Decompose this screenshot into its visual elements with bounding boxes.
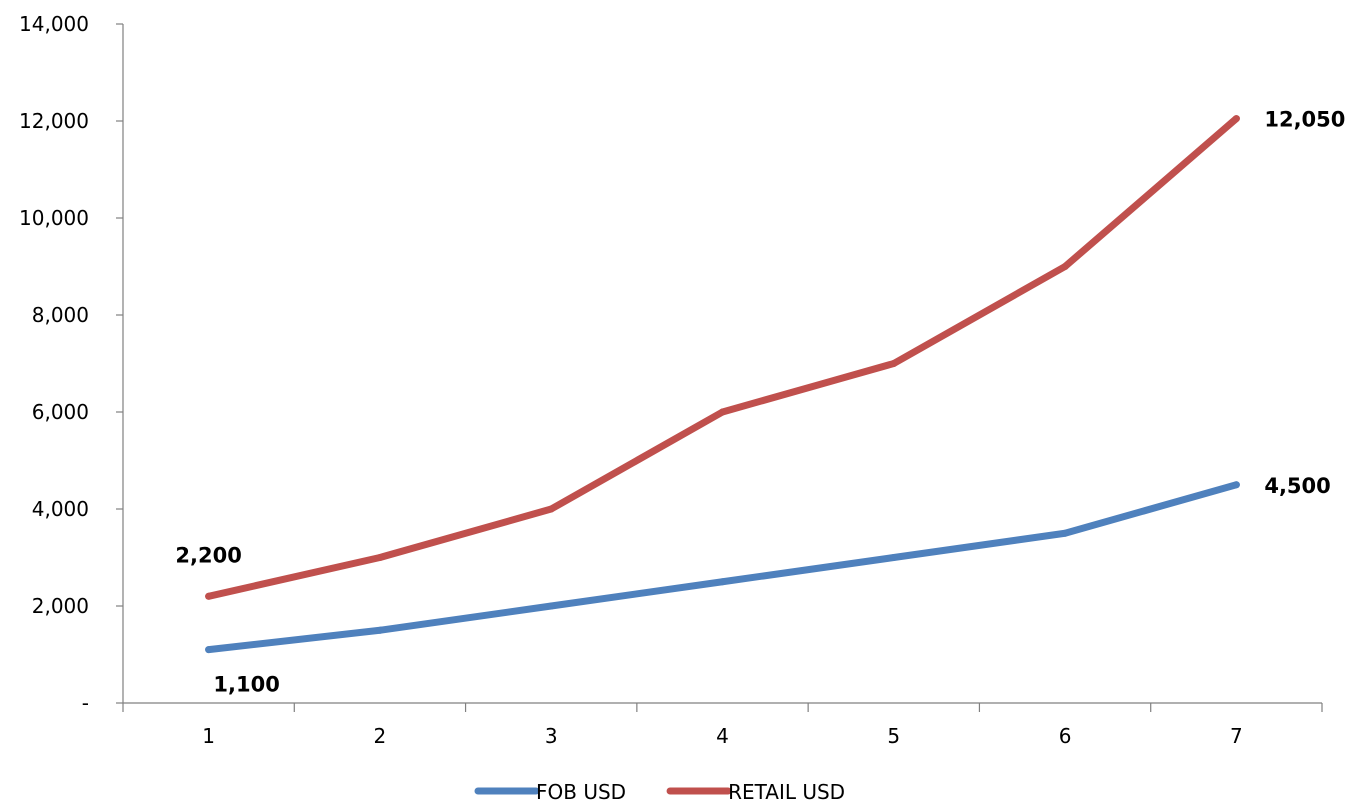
series-line-0 — [205, 481, 1240, 654]
data-point — [719, 408, 726, 416]
data-label: 2,200 — [175, 543, 241, 567]
data-point — [547, 602, 555, 610]
legend: FOB USD RETAIL USD — [474, 780, 845, 802]
data-point — [890, 360, 898, 367]
data-point — [1232, 115, 1240, 123]
y-axis: - 2,000 4,000 6,000 8,000 10,000 12,000 14,000 — [19, 12, 124, 715]
data-point — [890, 554, 898, 561]
data-point — [376, 626, 384, 634]
x-tick-label: 4 — [716, 724, 729, 748]
series-layer — [205, 115, 1240, 654]
series-line-1 — [205, 115, 1240, 600]
data-label: 4,500 — [1264, 474, 1330, 498]
x-tick-label: 1 — [202, 724, 215, 748]
data-label: 12,050 — [1264, 108, 1345, 132]
x-tick-label: 6 — [1059, 724, 1072, 748]
y-tick-label: 2,000 — [32, 594, 89, 618]
y-tick-label: 6,000 — [32, 400, 89, 424]
y-tick-label: 12,000 — [19, 109, 89, 133]
y-tick-label: 10,000 — [19, 206, 89, 230]
data-point — [1061, 529, 1069, 537]
x-axis: 1 2 3 4 5 6 7 — [122, 702, 1323, 748]
data-point — [205, 646, 213, 654]
legend-label: RETAIL USD — [728, 780, 845, 802]
x-tick-label: 3 — [545, 724, 558, 748]
x-tick-label: 5 — [887, 724, 900, 748]
data-point — [547, 505, 555, 513]
data-point — [1061, 263, 1069, 270]
data-label: 1,100 — [213, 673, 279, 697]
data-point — [205, 592, 213, 600]
y-tick-label: 14,000 — [19, 12, 89, 36]
legend-label: FOB USD — [536, 780, 626, 802]
y-tick-label: - — [82, 691, 89, 715]
data-point — [719, 578, 726, 586]
data-point — [1232, 481, 1240, 489]
data-point — [376, 554, 384, 561]
x-tick-label: 7 — [1230, 724, 1243, 748]
x-tick-label: 2 — [374, 724, 387, 748]
y-tick-label: 4,000 — [32, 497, 89, 521]
data-labels: 1,100 4,500 2,200 12,050 — [175, 108, 1345, 697]
y-tick-label: 8,000 — [32, 303, 89, 327]
